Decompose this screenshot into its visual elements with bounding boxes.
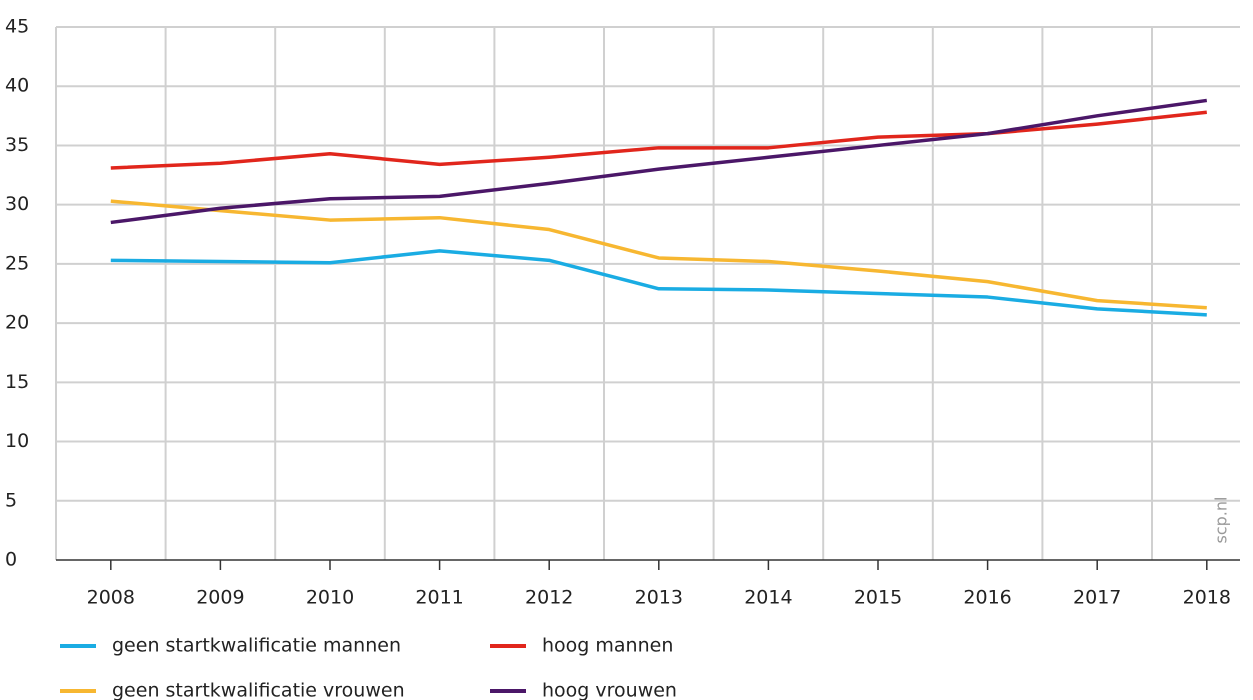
x-tick-label: 2017 [1073,587,1121,609]
series-line [110,110,1207,170]
y-tick-label: 10 [5,430,29,452]
y-tick-label: 15 [5,371,29,393]
source: scp.nl [1212,497,1231,544]
y-tick-label: 20 [5,312,29,334]
series-line [110,249,1207,317]
legend-label: geen startkwalificatie mannen [112,635,401,657]
y-tick-label: 0 [5,549,17,571]
x-tick-label: 2018 [1183,587,1231,609]
x-tick-label: 2011 [415,587,463,609]
y-tick-label: 5 [5,489,17,511]
y-tick-label: 30 [5,193,29,215]
series-line [110,199,1207,310]
series-line [110,98,1208,225]
x-tick-label: 2013 [635,587,683,609]
y-tick-label: 25 [5,252,29,274]
x-tick-label: 2009 [196,587,244,609]
x-tick-label: 2015 [854,587,902,609]
legend-label: hoog mannen [542,635,673,657]
y-tick-label: 35 [5,134,29,156]
y-tick-label: 40 [5,75,29,97]
legend-label: geen startkwalificatie vrouwen [112,680,405,700]
legend-label: hoog vrouwen [542,680,677,700]
x-tick-label: 2008 [87,587,135,609]
x-tick-label: 2014 [744,587,792,609]
y-tick-label: 45 [5,16,29,38]
x-tick-label: 2016 [963,587,1011,609]
x-tick-label: 2010 [306,587,354,609]
x-tick-label: 2012 [525,587,573,609]
